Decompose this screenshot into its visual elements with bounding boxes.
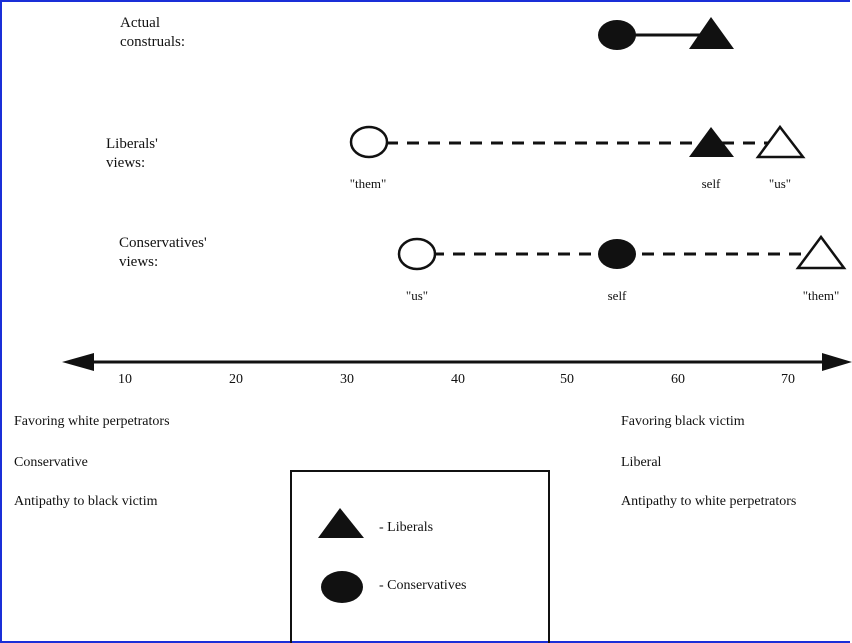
axis-tick-label: 40: [451, 372, 465, 387]
right-label-liberal: Liberal: [621, 455, 662, 470]
axis-tick-label: 20: [229, 372, 243, 387]
axis-tick-label: 10: [118, 372, 132, 387]
legend-circle-icon: [321, 571, 363, 603]
left-label-conservative: Conservative: [14, 455, 88, 470]
left-label-favoring-white: Favoring white perpetrators: [14, 414, 170, 429]
row-label-conservatives: Conservatives' views:: [119, 235, 207, 270]
liberals-self-triangle: [689, 127, 734, 157]
conservatives-us-circle: [397, 237, 437, 271]
axis-tick-label: 70: [781, 372, 795, 387]
conservative-actual-circle: [598, 20, 636, 50]
liberals-them-circle: [349, 125, 389, 159]
conservatives-them-label: "them": [802, 288, 840, 303]
legend-box: [290, 470, 550, 643]
row-label-liberals: Liberals' views:: [106, 136, 158, 171]
legend-liberals-label: - Liberals: [379, 520, 434, 535]
conservatives-self-circle: [598, 239, 636, 269]
row-label-actual: Actual construals:: [120, 15, 185, 50]
liberal-actual-triangle: [689, 17, 734, 49]
legend-triangle-icon: [318, 508, 364, 538]
right-label-antipathy-white: Antipathy to white perpetrators: [621, 494, 797, 509]
conservatives-self-label: self: [607, 288, 627, 303]
axis-right-arrow: [822, 353, 852, 371]
axis-tick-label: 30: [340, 372, 354, 387]
liberals-them-label: "them": [349, 176, 387, 191]
conservatives-them-triangle: [795, 234, 847, 270]
axis-tick-label: 50: [560, 372, 574, 387]
liberals-self-label: self: [701, 176, 721, 191]
legend-conservatives-label: - Conservatives: [379, 578, 467, 593]
left-label-antipathy-black: Antipathy to black victim: [14, 494, 158, 509]
liberals-us-triangle: [755, 124, 806, 159]
liberals-us-label: "us": [768, 176, 792, 191]
conservatives-us-label: "us": [405, 288, 429, 303]
right-label-favoring-black: Favoring black victim: [621, 414, 745, 429]
axis-left-arrow: [62, 353, 94, 371]
axis-tick-label: 60: [671, 372, 685, 387]
